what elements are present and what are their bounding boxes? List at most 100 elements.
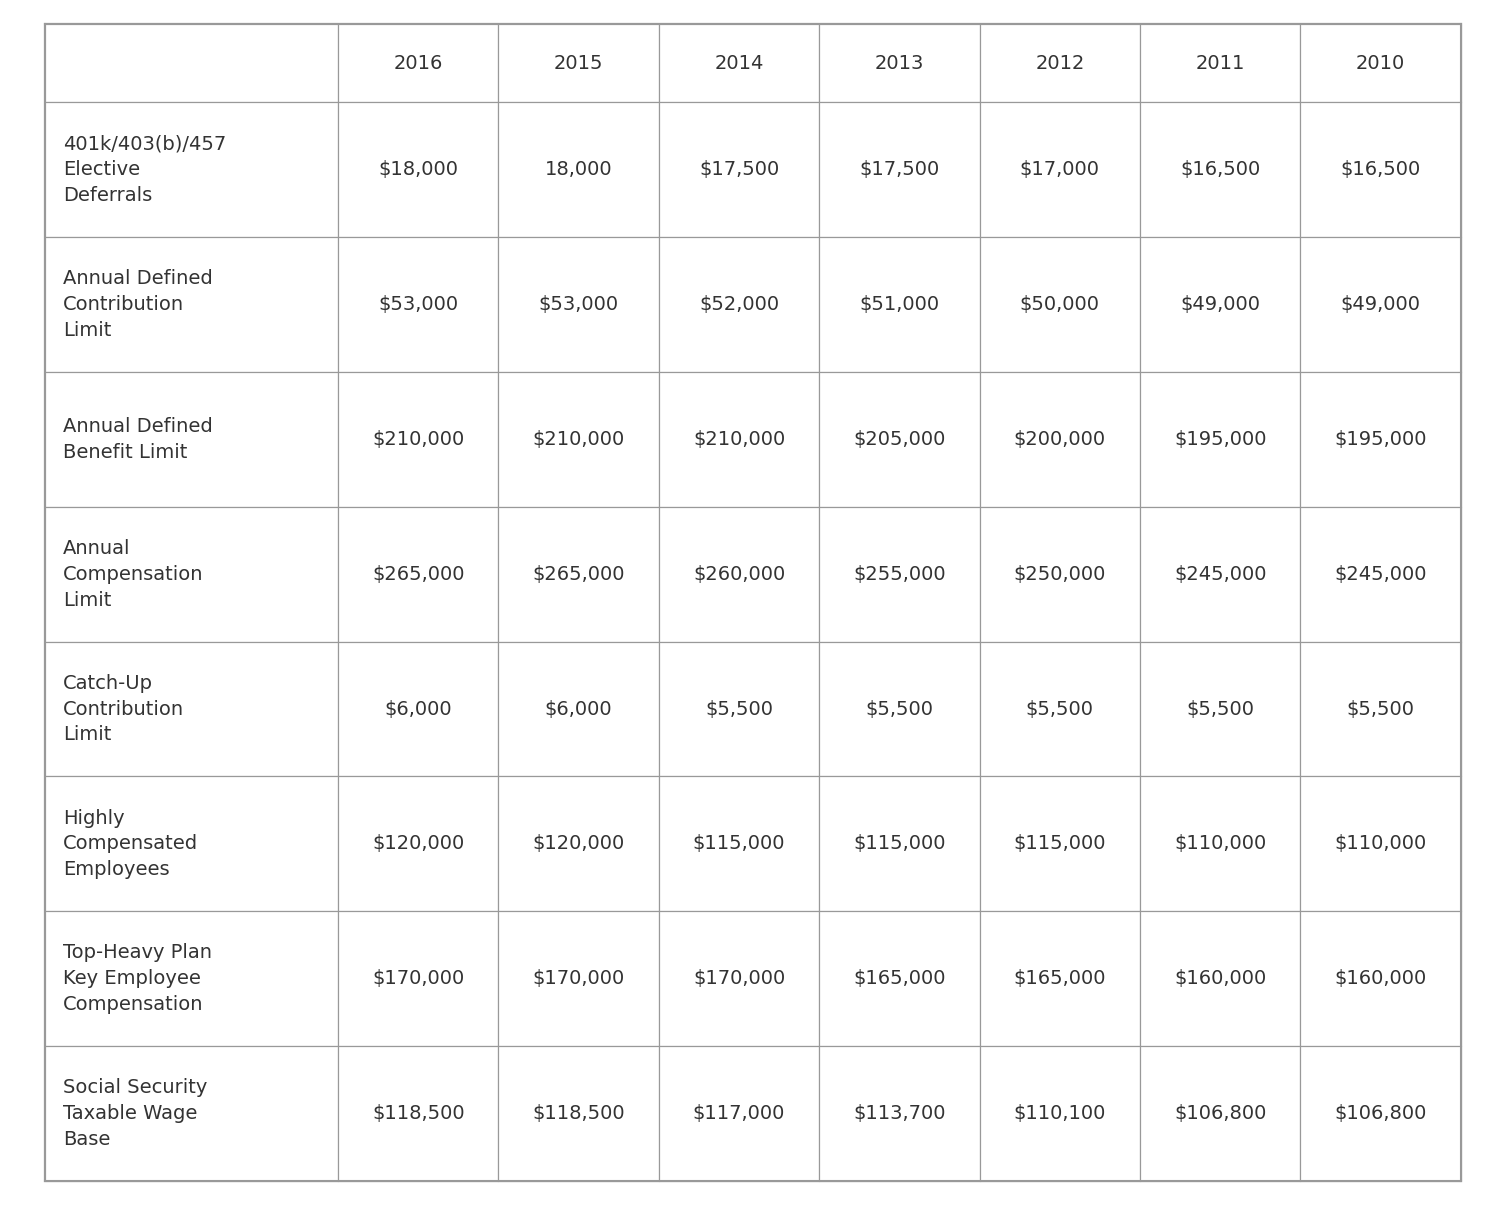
Bar [819, 507, 979, 642]
Bar [337, 642, 498, 776]
Bar [1140, 372, 1300, 507]
Text: $5,500: $5,500 [705, 700, 773, 718]
Text: $170,000: $170,000 [693, 969, 785, 988]
Text: $115,000: $115,000 [1014, 834, 1105, 853]
Bar [498, 776, 658, 911]
Bar [45, 102, 337, 237]
Bar [979, 372, 1140, 507]
Text: $110,100: $110,100 [1014, 1104, 1105, 1123]
Bar [1140, 237, 1300, 372]
Text: $260,000: $260,000 [693, 565, 785, 583]
Bar [45, 237, 337, 372]
Text: 2015: 2015 [554, 54, 604, 72]
Bar [658, 642, 819, 776]
Text: $115,000: $115,000 [854, 834, 946, 853]
Bar [498, 911, 658, 1046]
Text: $51,000: $51,000 [860, 295, 940, 315]
Bar [498, 642, 658, 776]
Bar [45, 507, 337, 642]
Bar [979, 776, 1140, 911]
Bar [498, 102, 658, 237]
Bar [819, 776, 979, 911]
Text: $255,000: $255,000 [852, 565, 946, 583]
Text: $195,000: $195,000 [1175, 430, 1267, 449]
Bar [819, 642, 979, 776]
Text: $250,000: $250,000 [1014, 565, 1105, 583]
Text: $210,000: $210,000 [372, 430, 464, 449]
Bar [819, 1046, 979, 1181]
Bar [337, 507, 498, 642]
Text: $160,000: $160,000 [1175, 969, 1267, 988]
Bar [1300, 237, 1461, 372]
Text: $170,000: $170,000 [533, 969, 625, 988]
Bar [337, 372, 498, 507]
Text: $195,000: $195,000 [1334, 430, 1426, 449]
Text: $53,000: $53,000 [539, 295, 619, 315]
Bar [658, 102, 819, 237]
Text: 2011: 2011 [1196, 54, 1245, 72]
Bar [45, 372, 337, 507]
Bar [337, 911, 498, 1046]
Text: $245,000: $245,000 [1175, 565, 1267, 583]
Text: $17,500: $17,500 [860, 160, 940, 180]
Text: $53,000: $53,000 [378, 295, 458, 315]
Bar [1140, 1046, 1300, 1181]
Bar [1300, 507, 1461, 642]
Bar [1300, 911, 1461, 1046]
Bar [498, 237, 658, 372]
Bar [1300, 24, 1461, 102]
Bar [498, 1046, 658, 1181]
Bar [1300, 776, 1461, 911]
Bar [819, 237, 979, 372]
Text: 18,000: 18,000 [545, 160, 613, 180]
Text: 2012: 2012 [1035, 54, 1084, 72]
Bar [658, 1046, 819, 1181]
Bar [979, 1046, 1140, 1181]
Bar [337, 776, 498, 911]
Bar [979, 911, 1140, 1046]
Text: $5,500: $5,500 [1346, 700, 1414, 718]
Text: $106,800: $106,800 [1175, 1104, 1267, 1123]
Text: $170,000: $170,000 [372, 969, 464, 988]
Text: $106,800: $106,800 [1334, 1104, 1426, 1123]
Bar [498, 507, 658, 642]
Text: $6,000: $6,000 [384, 700, 452, 718]
Bar [658, 776, 819, 911]
Text: $165,000: $165,000 [1014, 969, 1105, 988]
Text: Top-Heavy Plan
Key Employee
Compensation: Top-Heavy Plan Key Employee Compensation [63, 944, 212, 1013]
Bar [1140, 102, 1300, 237]
Text: $205,000: $205,000 [854, 430, 946, 449]
Text: $6,000: $6,000 [545, 700, 613, 718]
Bar [498, 372, 658, 507]
Text: 2016: 2016 [393, 54, 443, 72]
Bar [45, 24, 337, 102]
Bar [658, 237, 819, 372]
Text: $5,500: $5,500 [1187, 700, 1254, 718]
Bar [1300, 1046, 1461, 1181]
Text: $120,000: $120,000 [372, 834, 464, 853]
Text: $115,000: $115,000 [693, 834, 785, 853]
Text: $265,000: $265,000 [372, 565, 464, 583]
Bar [45, 642, 337, 776]
Text: $17,000: $17,000 [1020, 160, 1099, 180]
Text: 401k/403(b)/457
Elective
Deferrals: 401k/403(b)/457 Elective Deferrals [63, 135, 226, 205]
Text: $16,500: $16,500 [1340, 160, 1420, 180]
Bar [45, 776, 337, 911]
Text: $120,000: $120,000 [533, 834, 625, 853]
Bar [1300, 642, 1461, 776]
Text: $52,000: $52,000 [699, 295, 779, 315]
Bar [337, 237, 498, 372]
Text: $245,000: $245,000 [1334, 565, 1426, 583]
Bar [1140, 911, 1300, 1046]
Bar [658, 911, 819, 1046]
Bar [45, 1046, 337, 1181]
Text: $5,500: $5,500 [1026, 700, 1093, 718]
Text: $49,000: $49,000 [1340, 295, 1420, 315]
Text: $265,000: $265,000 [533, 565, 625, 583]
Bar [819, 102, 979, 237]
Text: Annual Defined
Contribution
Limit: Annual Defined Contribution Limit [63, 270, 212, 340]
Text: $113,700: $113,700 [854, 1104, 946, 1123]
Bar [819, 911, 979, 1046]
Text: Highly
Compensated
Employees: Highly Compensated Employees [63, 809, 199, 880]
Text: $18,000: $18,000 [378, 160, 458, 180]
